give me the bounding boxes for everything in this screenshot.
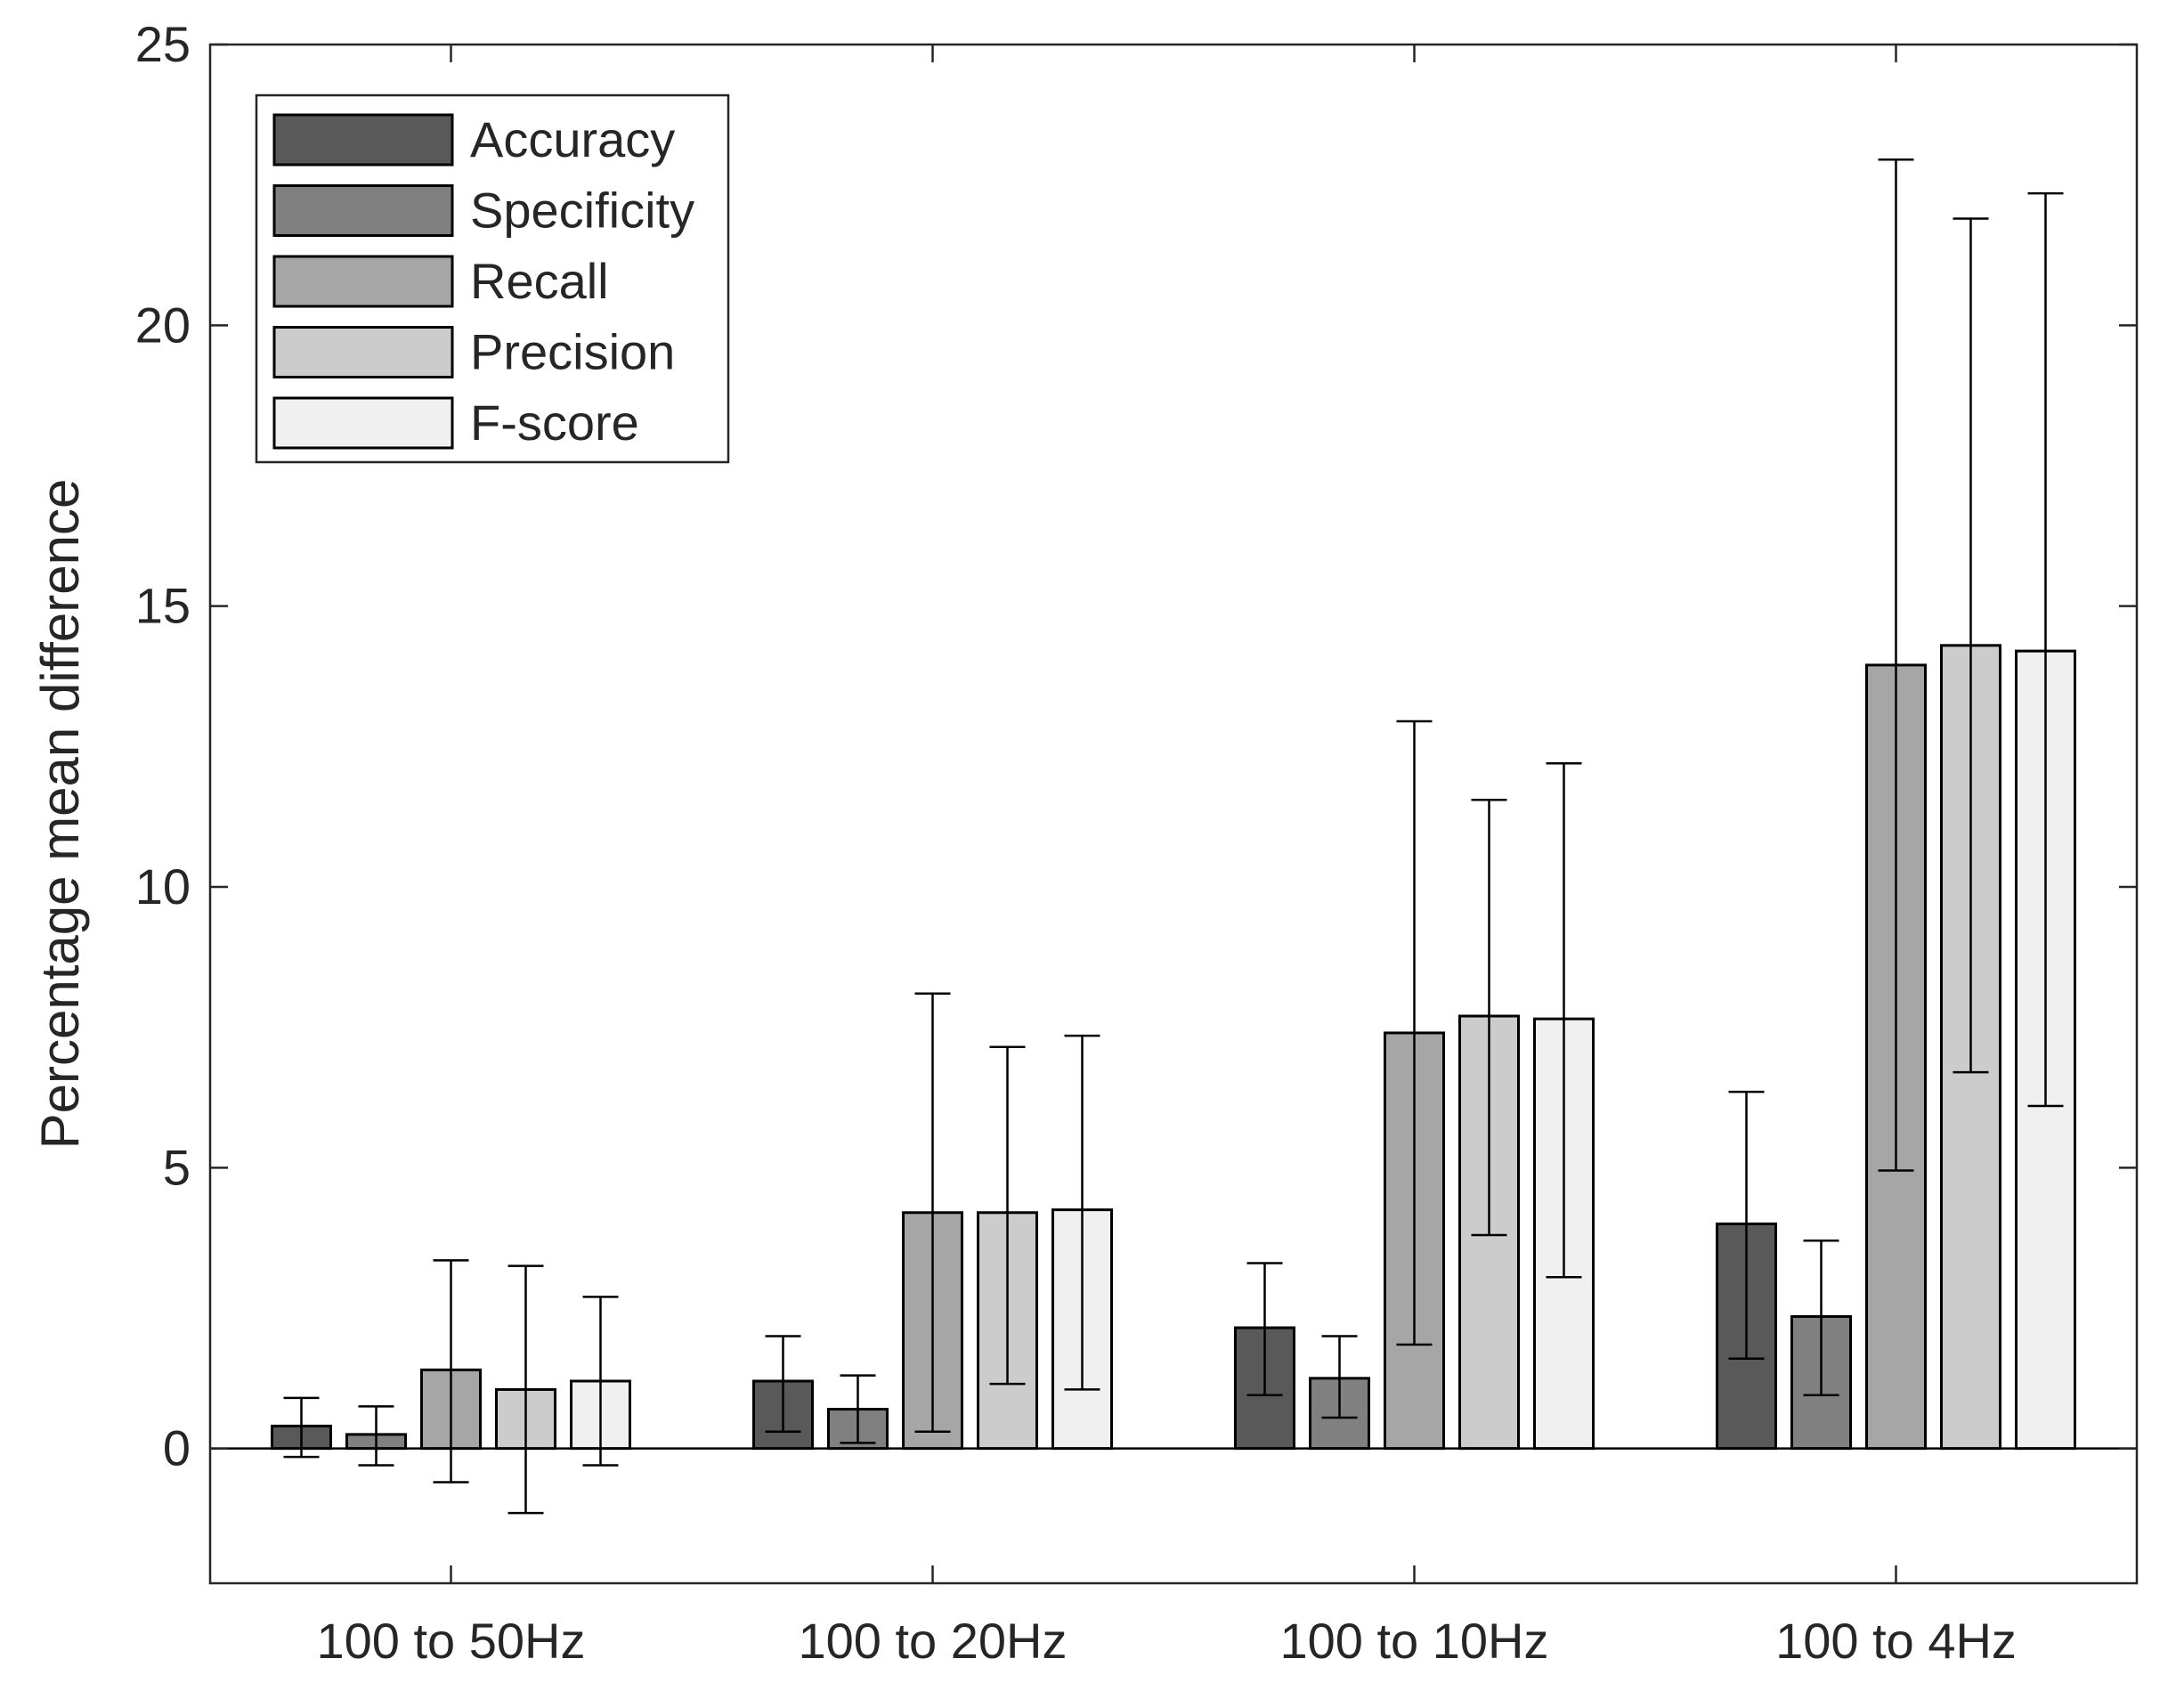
errorbar-accuracy-2 (765, 1335, 801, 1433)
errorbar-precision-3 (1471, 798, 1507, 1237)
x-tick-label: 100 to 50Hz (317, 1613, 586, 1669)
y-tick-label: 25 (135, 16, 191, 72)
errorbar-specificity-3 (1321, 1335, 1358, 1419)
y-tick-label: 15 (135, 578, 191, 634)
y-tick-label: 10 (135, 858, 191, 915)
legend: Accuracy Specificity Recall Precision F-scor… (255, 93, 730, 464)
x-tick-label: 100 to 10Hz (1280, 1613, 1549, 1669)
legend-entry-accuracy: Accuracy (272, 111, 675, 167)
errorbar-f-score-3 (1546, 761, 1582, 1279)
legend-swatch (272, 396, 454, 450)
errorbar-f-score-4 (2027, 191, 2064, 1108)
y-tick-label: 20 (135, 297, 191, 353)
errorbar-specificity-4 (1803, 1240, 1839, 1396)
errorbar-recall-1 (433, 1259, 469, 1484)
x-tick-label: 100 to 20Hz (799, 1613, 1068, 1669)
legend-label: Accuracy (470, 111, 675, 167)
legend-label: Recall (470, 253, 609, 309)
legend-entry-specificity: Specificity (272, 183, 694, 239)
axes-frame (208, 43, 2139, 1585)
errorbar-precision-1 (507, 1264, 544, 1515)
errorbar-accuracy-1 (283, 1396, 320, 1459)
legend-swatch (272, 255, 454, 308)
y-tick-label: 0 (163, 1420, 191, 1476)
legend-entry-f-score: F-score (272, 394, 639, 451)
legend-swatch (272, 184, 454, 237)
errorbar-specificity-1 (358, 1405, 394, 1467)
errorbar-precision-2 (989, 1045, 1026, 1386)
legend-swatch (272, 326, 454, 378)
errorbar-accuracy-3 (1246, 1262, 1283, 1396)
errorbar-specificity-2 (840, 1374, 876, 1444)
axes-layer: 0 5 10 15 20 25 100 to 50Hz 100 to 20Hz 100 to 1… (30, 16, 2139, 1669)
legend-swatch (272, 113, 454, 167)
errorbar-f-score-1 (582, 1296, 619, 1467)
legend-label: Specificity (470, 183, 694, 239)
y-axis-label: Percentage mean difference (30, 479, 90, 1150)
x-tick-label: 100 to 4Hz (1775, 1613, 2017, 1669)
errorbar-recall-3 (1396, 719, 1433, 1346)
errorbar-accuracy-4 (1728, 1090, 1765, 1360)
y-tick-label: 5 (163, 1139, 191, 1195)
errorbar-precision-4 (1953, 217, 1989, 1074)
legend-entry-recall: Recall (272, 253, 609, 309)
legend-label: F-score (470, 394, 639, 451)
errorbars-layer (283, 159, 2064, 1515)
errorbar-f-score-2 (1064, 1034, 1100, 1391)
legend-entry-precision: Precision (272, 324, 675, 380)
legend-label: Precision (470, 324, 675, 380)
errorbar-recall-4 (1878, 159, 1914, 1172)
errorbar-recall-2 (914, 992, 951, 1433)
